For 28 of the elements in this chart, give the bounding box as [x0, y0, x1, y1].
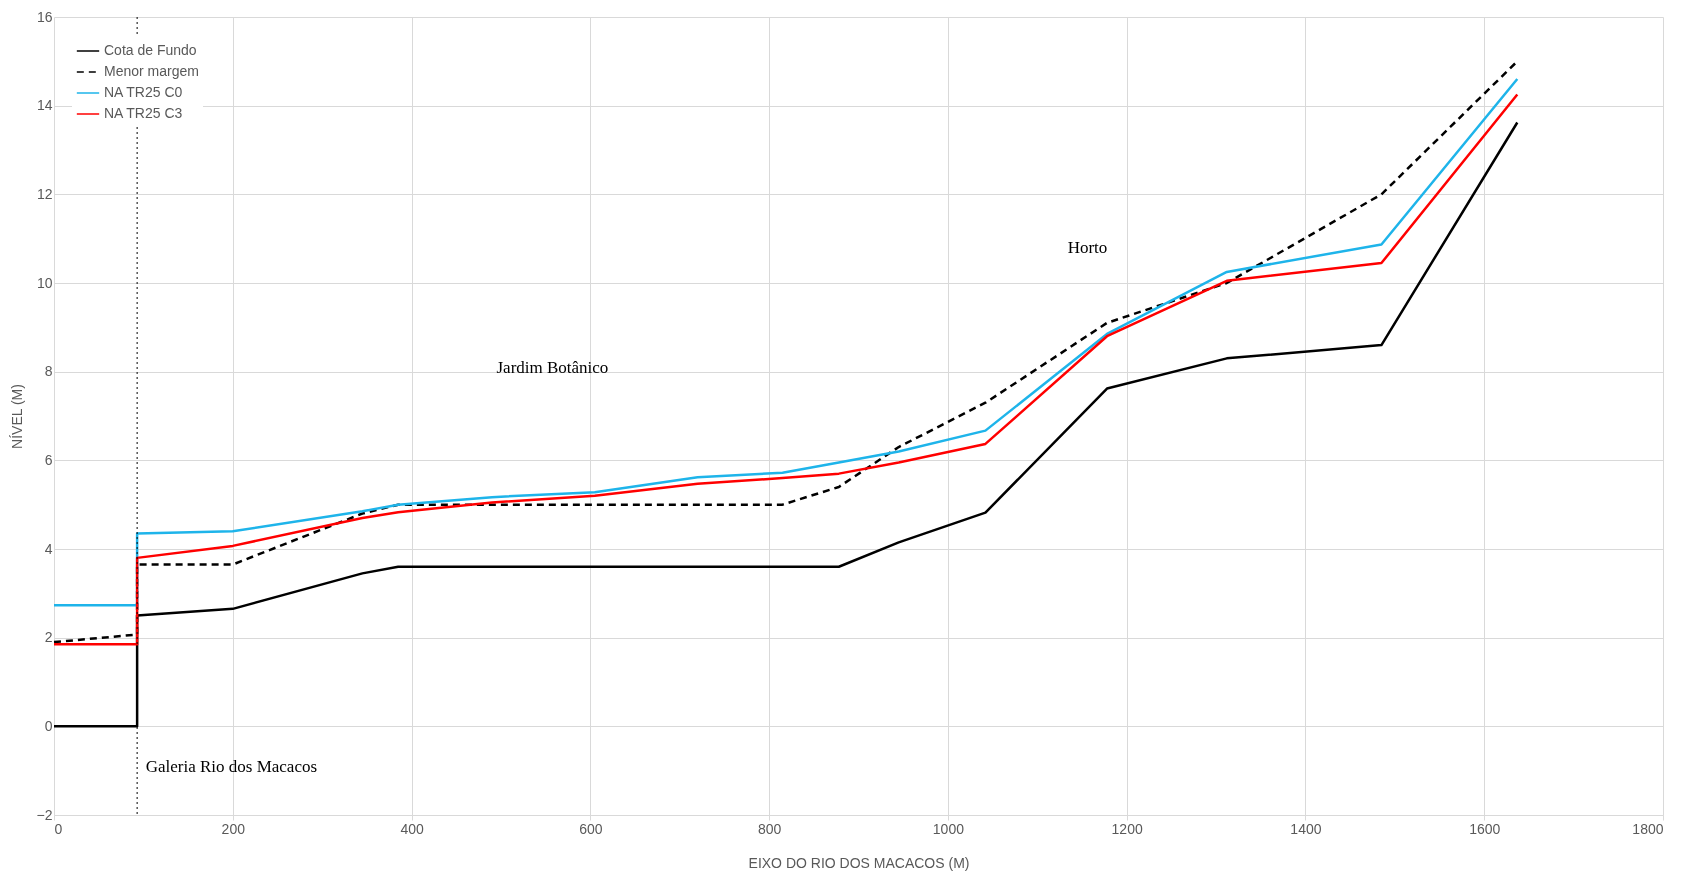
legend-label: Cota de Fundo: [104, 42, 197, 58]
y-tick-label: 0: [44, 717, 53, 734]
annotation: Galeria Rio dos Macacos: [145, 757, 318, 777]
x-tick-label: 1200: [1111, 820, 1143, 837]
x-tick-label: 1000: [932, 820, 965, 837]
legend-label: NA TR25 C3: [104, 105, 183, 121]
y-tick-label: 16: [36, 8, 53, 25]
y-tick-label: 14: [36, 97, 53, 114]
y-tick-label: 10: [36, 274, 53, 291]
y-axis-title: NÍVEL (M): [8, 384, 25, 449]
x-tick-label: 1400: [1290, 820, 1322, 837]
x-tick-label: 1800: [1632, 820, 1664, 837]
y-tick-label: 2: [44, 629, 53, 646]
annotation: Horto: [1067, 238, 1108, 258]
annotation: Jardim Botânico: [496, 358, 609, 378]
x-tick-label: 200: [221, 820, 246, 837]
x-tick-label: 800: [757, 820, 782, 837]
x-axis-title: EIXO DO RIO DOS MACACOS (M): [748, 854, 970, 871]
y-tick-label: −2: [36, 806, 53, 823]
legend-label: NA TR25 C0: [104, 84, 183, 100]
x-tick-label: 1600: [1469, 820, 1501, 837]
y-tick-label: 4: [44, 540, 53, 557]
y-tick-label: 6: [44, 451, 53, 468]
y-tick-label: 12: [36, 185, 53, 202]
y-tick-label: 8: [44, 363, 53, 380]
x-tick-label: 400: [400, 820, 424, 837]
legend-label: Menor margem: [104, 63, 199, 79]
x-tick-label: 600: [579, 820, 603, 837]
